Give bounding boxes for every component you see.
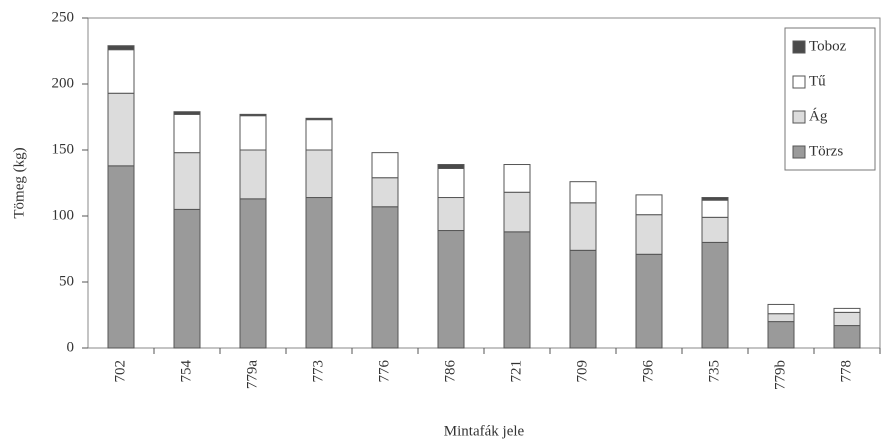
bar-segment xyxy=(107,165,135,349)
bar-segment xyxy=(833,325,861,349)
bar-segment xyxy=(305,149,333,199)
bar-segment xyxy=(833,307,861,313)
legend-swatch xyxy=(792,75,806,89)
bar-segment xyxy=(305,117,333,121)
legend-label: Ág xyxy=(809,107,828,124)
bar-segment xyxy=(635,253,663,349)
x-tick-label: 709 xyxy=(574,360,590,383)
bar-segment xyxy=(569,181,597,204)
bar-segment xyxy=(569,249,597,349)
bar-segment xyxy=(371,177,399,208)
bar-segment xyxy=(239,198,267,349)
bar-segment xyxy=(437,164,465,169)
x-tick-label: 779b xyxy=(772,360,788,390)
bar-segment xyxy=(503,191,531,233)
plot-frame xyxy=(87,17,881,349)
bar-segment xyxy=(503,231,531,349)
bar-segment xyxy=(107,45,135,51)
bar-segment xyxy=(371,152,399,179)
bar-segment xyxy=(767,321,795,349)
bar-segment xyxy=(173,208,201,349)
bar-segment xyxy=(701,197,729,201)
x-tick-label: 779a xyxy=(244,360,260,390)
bar-segment xyxy=(173,111,201,115)
legend-swatch xyxy=(792,145,806,159)
bar-segment xyxy=(107,92,135,167)
bar-segment xyxy=(635,194,663,216)
y-tick-label: 150 xyxy=(52,141,75,157)
bar-segment xyxy=(635,214,663,255)
bar-segment xyxy=(239,115,267,151)
bar-segment xyxy=(437,197,465,232)
bar-segment xyxy=(239,149,267,200)
y-tick-label: 100 xyxy=(52,207,75,223)
bar-segment xyxy=(701,199,729,218)
x-tick-label: 754 xyxy=(178,360,194,383)
bar-segment xyxy=(701,216,729,243)
bar-segment xyxy=(437,230,465,349)
y-tick-label: 50 xyxy=(59,273,74,289)
x-tick-label: 702 xyxy=(112,360,128,383)
bar-segment xyxy=(239,113,267,117)
legend-swatch xyxy=(792,110,806,124)
bar-segment xyxy=(701,241,729,349)
y-axis-label: Tömeg (kg) xyxy=(11,147,27,218)
bar-segment xyxy=(767,303,795,315)
y-tick-label: 250 xyxy=(52,9,75,25)
bar-segment xyxy=(767,313,795,323)
x-tick-label: 778 xyxy=(838,360,854,383)
x-tick-label: 773 xyxy=(310,360,326,383)
bar-segment xyxy=(569,202,597,251)
bar-segment xyxy=(833,311,861,327)
y-tick-label: 200 xyxy=(52,75,75,91)
bar-segment xyxy=(173,152,201,210)
x-tick-label: 735 xyxy=(706,360,722,383)
bar-segment xyxy=(305,197,333,349)
bar-segment xyxy=(107,49,135,94)
bar-segment xyxy=(371,206,399,349)
bar-segment xyxy=(437,167,465,199)
legend-label: Toboz xyxy=(809,38,847,54)
x-tick-label: 776 xyxy=(376,360,392,383)
x-tick-label: 786 xyxy=(442,360,458,383)
bar-segment xyxy=(173,113,201,154)
bar-segment xyxy=(305,119,333,151)
y-tick-label: 0 xyxy=(67,339,75,355)
x-axis-label: Mintafák jele xyxy=(444,423,525,439)
legend-label: Törzs xyxy=(809,143,843,159)
legend-label: Tű xyxy=(809,73,826,89)
legend-swatch xyxy=(792,40,806,54)
x-tick-label: 796 xyxy=(640,360,656,383)
x-tick-label: 721 xyxy=(508,360,524,383)
bar-segment xyxy=(503,164,531,193)
